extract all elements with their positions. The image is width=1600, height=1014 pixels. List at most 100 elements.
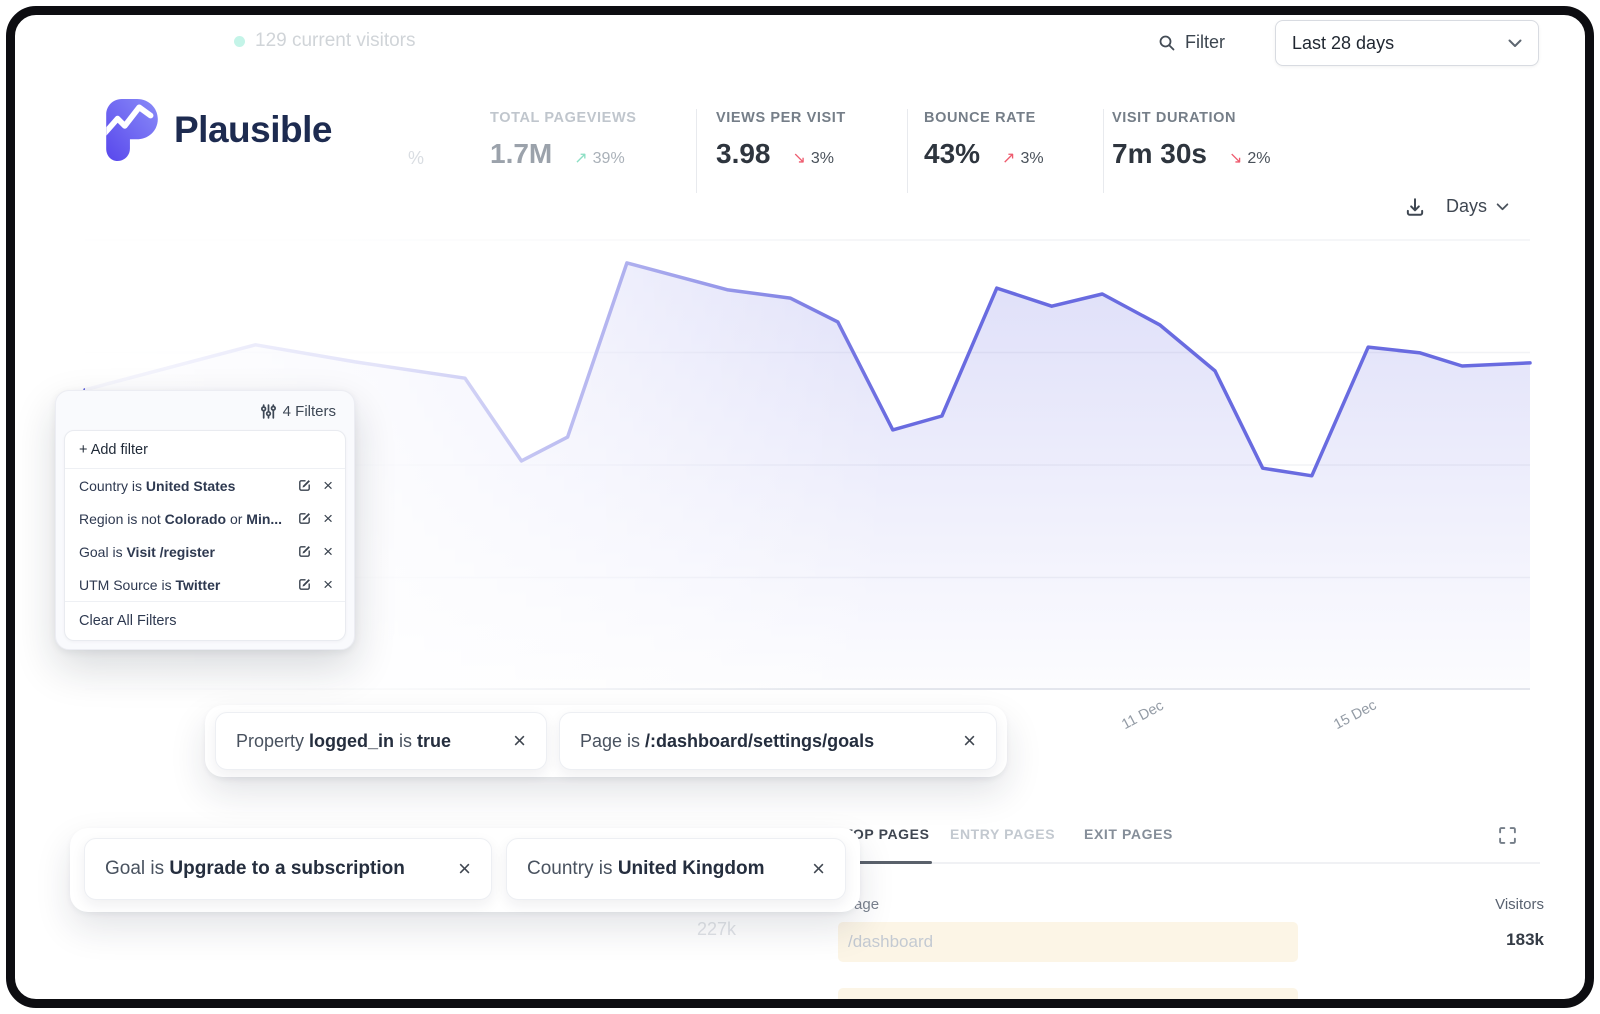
faded-visitors-remnant: 227k <box>697 919 737 939</box>
edit-filter-button[interactable] <box>297 544 312 559</box>
close-icon[interactable]: × <box>513 728 526 753</box>
stat-change-value: 39% <box>592 150 625 167</box>
edit-filter-button[interactable] <box>297 577 312 592</box>
filters-count-label: 4 Filters <box>282 403 336 420</box>
text-segment: Goal is <box>105 858 170 879</box>
remove-filter-button[interactable]: × <box>323 476 333 495</box>
column-header-visitors: Visitors <box>1495 896 1544 913</box>
plausible-logo-icon <box>105 98 159 162</box>
text-segment: Property <box>236 730 310 751</box>
current-visitors[interactable]: 129 current visitors <box>234 30 416 52</box>
edit-filter-button[interactable] <box>297 511 312 526</box>
text-segment: Min... <box>246 510 283 527</box>
stat-views-per-visit[interactable]: VIEWS PER VISIT 3.98 ↘ 3% <box>716 110 846 170</box>
stat-label: TOTAL PAGEVIEWS <box>490 110 637 126</box>
stat-bounce-rate[interactable]: BOUNCE RATE 43% ↗ 3% <box>924 110 1044 170</box>
filter-row-label: UTM Source is Twitter <box>79 577 286 593</box>
text-segment: Country is <box>527 858 618 879</box>
download-icon <box>1404 196 1426 218</box>
stat-change: ↗ 3% <box>1002 148 1044 168</box>
stat-divider <box>696 109 697 193</box>
text-segment: is <box>394 730 418 751</box>
expand-icon[interactable] <box>1498 826 1517 850</box>
stat-value: 7m 30s <box>1112 138 1207 169</box>
filter-row-utm-source: UTM Source is Twitter × <box>65 568 345 601</box>
filter-button[interactable]: Filter <box>1158 32 1225 53</box>
x-tick-label: 15 Dec <box>1331 697 1380 734</box>
filter-label: Filter <box>1185 32 1225 52</box>
text-segment: Page is <box>580 730 646 751</box>
close-icon[interactable]: × <box>812 856 825 881</box>
plausible-logo[interactable]: Plausible <box>105 98 332 162</box>
filters-count-button[interactable]: 4 Filters <box>64 401 346 430</box>
current-visitors-label: 129 current visitors <box>255 30 416 51</box>
stat-change-value: 3% <box>1020 150 1044 167</box>
filter-row-label: Goal is Visit /register <box>79 544 286 560</box>
trend-up-icon: ↗ <box>574 150 588 167</box>
stat-value: 43% <box>924 138 981 169</box>
text-segment: Twitter <box>175 576 221 593</box>
filter-row-goal: Goal is Visit /register × <box>65 535 345 568</box>
row-visitors-value: 183k <box>1506 930 1544 949</box>
stat-change: ↘ 2% <box>1229 148 1271 168</box>
tab-entry-pages[interactable]: ENTRY PAGES <box>950 826 1056 842</box>
date-range-value: Last 28 days <box>1292 32 1395 53</box>
sliders-icon <box>260 404 276 419</box>
close-icon[interactable]: × <box>963 728 976 753</box>
interval-label: Days <box>1446 196 1488 216</box>
stat-label: VIEWS PER VISIT <box>716 110 846 126</box>
remove-filter-button[interactable]: × <box>323 509 333 528</box>
pill-label: Page is /:dashboard/settings/goals <box>580 731 874 752</box>
edit-filter-button[interactable] <box>297 478 312 493</box>
tab-top-pages[interactable]: TOP PAGES <box>844 826 930 842</box>
filters-popup: 4 Filters + Add filter Country is United… <box>55 390 355 650</box>
filter-row-label: Region is not Colorado or Min... <box>79 511 286 527</box>
text-segment: Region is not <box>79 510 165 527</box>
filter-pill-group: Property logged_in is true × Page is /:d… <box>205 705 1007 777</box>
stat-total-pageviews[interactable]: TOTAL PAGEVIEWS 1.7M ↗ 39% <box>490 110 637 170</box>
row-page-label: /dashboard <box>848 932 934 951</box>
stat-divider <box>1103 109 1104 193</box>
stat-value: 1.7M <box>490 138 553 169</box>
stat-change: ↗ 39% <box>574 148 624 168</box>
app-window: 129 current visitors Filter Last 28 days <box>6 6 1594 1008</box>
x-tick-label: 11 Dec <box>1118 697 1167 734</box>
filter-pill-country: Country is United Kingdom × <box>506 838 846 900</box>
chevron-down-icon <box>1508 39 1522 48</box>
row-bar-track <box>838 988 1540 1008</box>
text-segment: Upgrade to a subscription <box>169 858 405 879</box>
stat-label: BOUNCE RATE <box>924 110 1036 126</box>
text-segment: or <box>226 510 247 527</box>
filter-row-label: Country is United States <box>79 478 286 494</box>
row-usage-bar <box>838 922 1298 962</box>
filter-pill-goal: Goal is Upgrade to a subscription × <box>84 838 492 900</box>
remove-filter-button[interactable]: × <box>323 575 333 594</box>
close-icon[interactable]: × <box>458 856 471 881</box>
tabs-divider <box>840 862 1540 864</box>
trend-down-icon: ↘ <box>792 150 806 167</box>
filter-row-country: Country is United States × <box>65 469 345 502</box>
filter-pill-group: Goal is Upgrade to a subscription × Coun… <box>70 828 860 912</box>
filter-pill-property: Property logged_in is true × <box>215 712 547 770</box>
stat-value: 3.98 <box>716 138 771 169</box>
text-segment: Colorado <box>164 510 227 527</box>
text-segment: /:dashboard/settings/goals <box>645 730 875 751</box>
pill-label: Goal is Upgrade to a subscription <box>105 858 405 880</box>
trend-up-icon: ↗ <box>1002 150 1016 167</box>
text-segment: United Kingdom <box>617 858 765 879</box>
brand-wordmark: Plausible <box>174 109 332 150</box>
live-pulse-dot-icon <box>234 35 245 47</box>
text-segment: United States <box>145 477 236 494</box>
date-range-select[interactable]: Last 28 days <box>1275 20 1539 66</box>
stat-visit-duration[interactable]: VISIT DURATION 7m 30s ↘ 2% <box>1112 110 1271 170</box>
tab-exit-pages[interactable]: EXIT PAGES <box>1084 826 1173 842</box>
pill-label: Country is United Kingdom <box>527 858 765 880</box>
interval-select[interactable]: Days <box>1446 196 1509 217</box>
download-button[interactable] <box>1404 196 1426 218</box>
add-filter-button[interactable]: + Add filter <box>65 431 345 469</box>
stat-change-value: 2% <box>1247 150 1271 167</box>
text-segment: Country is <box>79 477 146 494</box>
text-segment: logged_in <box>309 730 395 751</box>
clear-all-filters-button[interactable]: Clear All Filters <box>65 601 345 640</box>
remove-filter-button[interactable]: × <box>323 542 333 561</box>
